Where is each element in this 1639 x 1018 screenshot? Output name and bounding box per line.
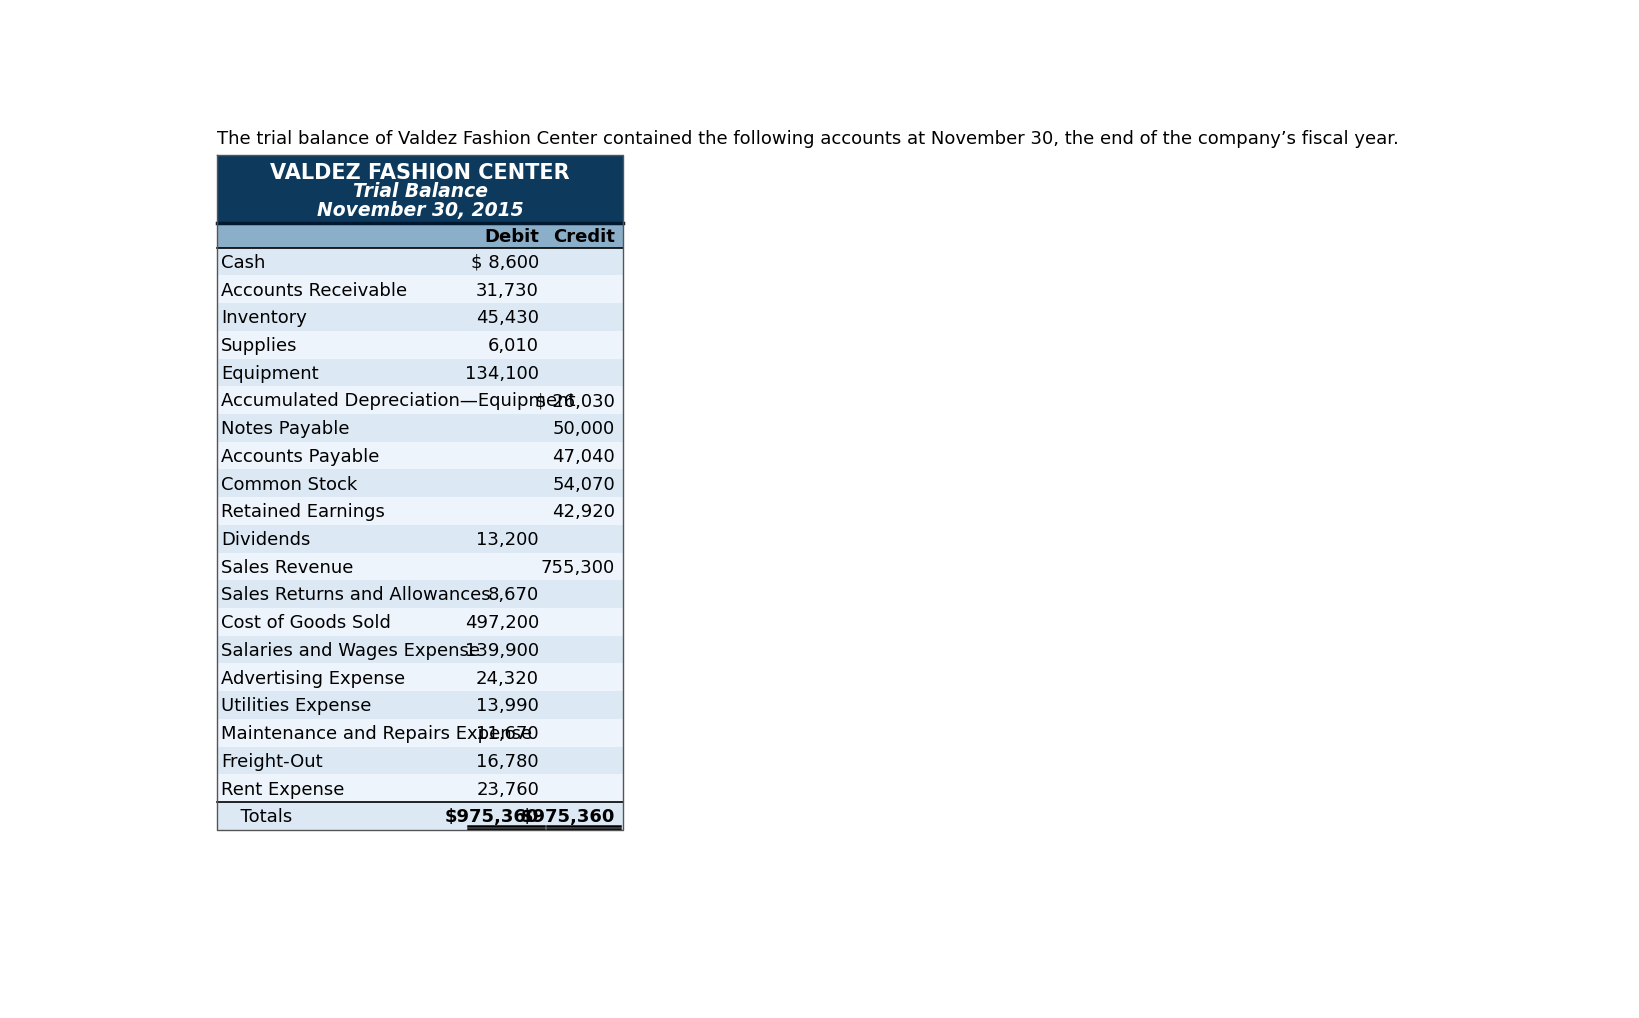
Text: 13,200: 13,200 [475, 531, 539, 549]
Text: $975,360: $975,360 [444, 808, 539, 827]
FancyBboxPatch shape [216, 442, 623, 469]
FancyBboxPatch shape [216, 156, 623, 223]
Text: 23,760: 23,760 [475, 781, 539, 798]
Text: Advertising Expense: Advertising Expense [221, 670, 405, 687]
Text: $975,360: $975,360 [520, 808, 615, 827]
FancyBboxPatch shape [216, 276, 623, 303]
Text: 50,000: 50,000 [552, 420, 615, 438]
FancyBboxPatch shape [216, 331, 623, 358]
Text: Debit: Debit [484, 228, 539, 245]
Text: Credit: Credit [552, 228, 615, 245]
Text: Cash: Cash [221, 253, 266, 272]
Text: Supplies: Supplies [221, 337, 298, 355]
FancyBboxPatch shape [216, 553, 623, 580]
FancyBboxPatch shape [216, 525, 623, 553]
FancyBboxPatch shape [216, 691, 623, 719]
FancyBboxPatch shape [216, 303, 623, 331]
Text: Maintenance and Repairs Expense: Maintenance and Repairs Expense [221, 725, 533, 743]
FancyBboxPatch shape [216, 775, 623, 802]
FancyBboxPatch shape [216, 469, 623, 497]
Text: 47,040: 47,040 [552, 448, 615, 466]
Text: Trial Balance: Trial Balance [352, 182, 487, 202]
FancyBboxPatch shape [216, 386, 623, 414]
FancyBboxPatch shape [216, 664, 623, 691]
Text: 755,300: 755,300 [541, 559, 615, 577]
Text: 134,100: 134,100 [465, 364, 539, 383]
Text: Accumulated Depreciation—Equipment: Accumulated Depreciation—Equipment [221, 392, 575, 410]
Text: Inventory: Inventory [221, 309, 306, 327]
Text: Accounts Receivable: Accounts Receivable [221, 282, 406, 299]
FancyBboxPatch shape [216, 223, 623, 247]
Text: 54,070: 54,070 [552, 475, 615, 494]
FancyBboxPatch shape [216, 636, 623, 664]
Text: $ 26,030: $ 26,030 [534, 392, 615, 410]
Text: Salaries and Wages Expense: Salaries and Wages Expense [221, 642, 480, 660]
Text: VALDEZ FASHION CENTER: VALDEZ FASHION CENTER [270, 163, 569, 183]
Text: 11,670: 11,670 [475, 725, 539, 743]
Text: November 30, 2015: November 30, 2015 [316, 201, 523, 220]
FancyBboxPatch shape [216, 358, 623, 386]
FancyBboxPatch shape [216, 414, 623, 442]
Text: Retained Earnings: Retained Earnings [221, 503, 385, 521]
FancyBboxPatch shape [216, 247, 623, 276]
Text: $ 8,600: $ 8,600 [470, 253, 539, 272]
Text: Freight-Out: Freight-Out [221, 752, 323, 771]
Text: Sales Returns and Allowances: Sales Returns and Allowances [221, 586, 490, 605]
FancyBboxPatch shape [216, 497, 623, 525]
Text: 139,900: 139,900 [464, 642, 539, 660]
Text: Dividends: Dividends [221, 531, 310, 549]
Text: Notes Payable: Notes Payable [221, 420, 349, 438]
Text: 8,670: 8,670 [487, 586, 539, 605]
Text: 42,920: 42,920 [552, 503, 615, 521]
Text: Common Stock: Common Stock [221, 475, 357, 494]
Text: 16,780: 16,780 [475, 752, 539, 771]
Text: 31,730: 31,730 [475, 282, 539, 299]
FancyBboxPatch shape [216, 580, 623, 608]
Text: Totals: Totals [229, 808, 292, 827]
Text: 6,010: 6,010 [488, 337, 539, 355]
Text: 13,990: 13,990 [475, 697, 539, 716]
FancyBboxPatch shape [216, 802, 623, 830]
Text: Utilities Expense: Utilities Expense [221, 697, 372, 716]
Text: Rent Expense: Rent Expense [221, 781, 344, 798]
Text: Sales Revenue: Sales Revenue [221, 559, 354, 577]
Text: Cost of Goods Sold: Cost of Goods Sold [221, 614, 392, 632]
Text: The trial balance of Valdez Fashion Center contained the following accounts at N: The trial balance of Valdez Fashion Cent… [216, 130, 1398, 148]
Text: Equipment: Equipment [221, 364, 318, 383]
FancyBboxPatch shape [216, 719, 623, 746]
FancyBboxPatch shape [216, 746, 623, 775]
Text: 24,320: 24,320 [475, 670, 539, 687]
FancyBboxPatch shape [216, 608, 623, 636]
Text: 45,430: 45,430 [475, 309, 539, 327]
Text: Accounts Payable: Accounts Payable [221, 448, 379, 466]
Text: 497,200: 497,200 [464, 614, 539, 632]
